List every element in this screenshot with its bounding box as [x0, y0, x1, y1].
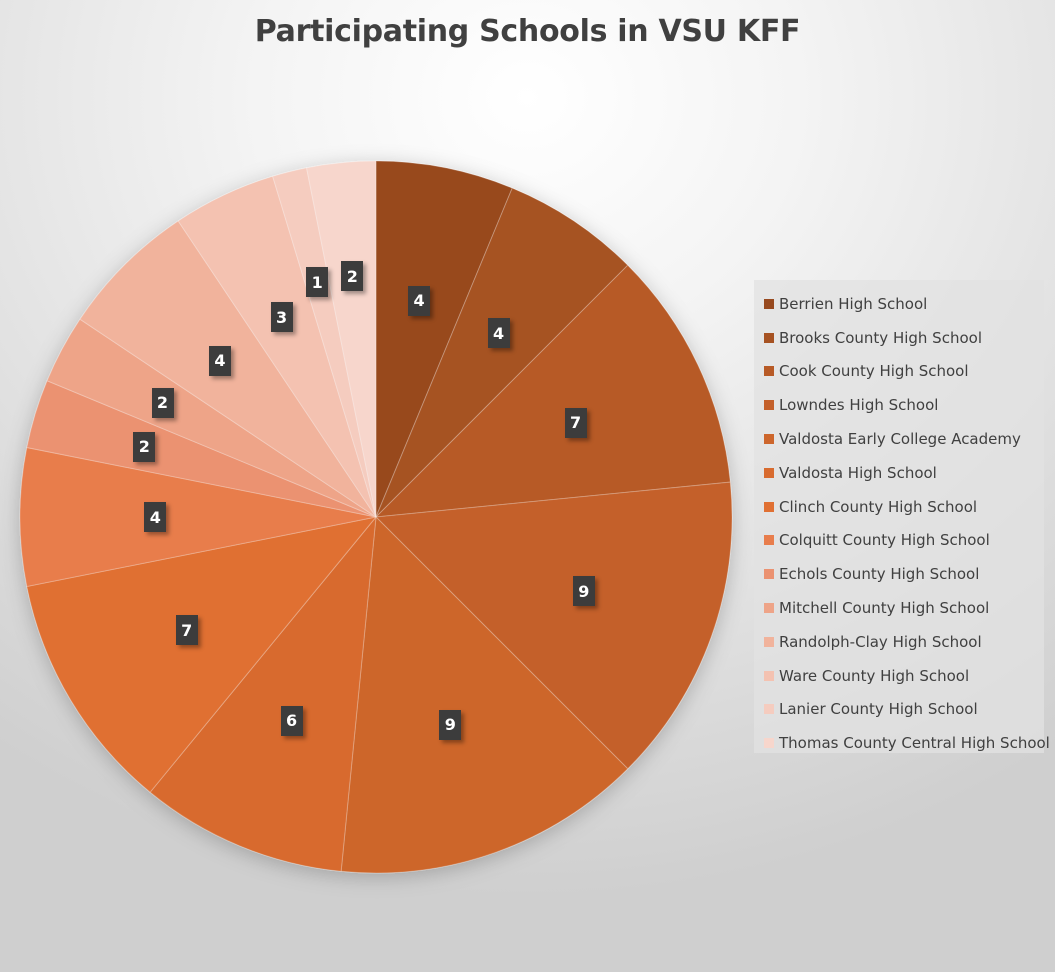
- legend-swatch-icon: [764, 738, 774, 749]
- pie-slice: [305, 160, 377, 518]
- legend-label: Cook County High School: [779, 362, 969, 381]
- legend-item: Thomas County Central High School: [754, 726, 1050, 760]
- legend-item: Colquitt County High School: [754, 524, 1044, 558]
- data-label: 4: [487, 318, 510, 349]
- pie-slice: [374, 264, 731, 518]
- legend-item: Ware County High School: [754, 659, 1044, 693]
- legend-item: Clinch County High School: [754, 490, 1044, 524]
- pie-slice: [149, 515, 377, 872]
- data-label: 2: [341, 261, 364, 292]
- legend-label: Colquitt County High School: [779, 531, 990, 550]
- pie-slice: [374, 481, 733, 770]
- legend-swatch-icon: [764, 467, 774, 478]
- legend-item: Lanier County High School: [754, 693, 1044, 727]
- legend-item: Lowndes High School: [754, 388, 1044, 422]
- legend-swatch-icon: [764, 366, 774, 377]
- legend-swatch-icon: [764, 636, 774, 647]
- pie-slice: [375, 160, 513, 518]
- data-label: 2: [133, 431, 156, 462]
- legend-swatch-icon: [764, 501, 774, 512]
- data-label: 4: [208, 345, 231, 376]
- legend-swatch-icon: [764, 569, 774, 580]
- legend-label: Lanier County High School: [779, 700, 978, 719]
- data-label: 2: [151, 387, 174, 418]
- data-label: 4: [408, 285, 431, 316]
- legend-label: Thomas County Central High School: [779, 734, 1050, 753]
- legend-item: Mitchell County High School: [754, 591, 1044, 625]
- legend-label: Brooks County High School: [779, 328, 982, 347]
- legend-label: Lowndes High School: [779, 396, 939, 415]
- legend: Berrien High School Brooks County High Sc…: [754, 280, 1050, 753]
- legend-item: Echols County High School: [754, 557, 1044, 591]
- chart-title: Participating Schools in VSU KFF: [254, 14, 801, 49]
- pie-slice: [375, 187, 629, 518]
- legend-swatch-icon: [764, 670, 774, 681]
- legend-swatch-icon: [764, 535, 774, 546]
- legend-label: Randolph-Clay High School: [779, 632, 982, 651]
- legend-swatch-icon: [764, 603, 774, 614]
- legend-label: Ware County High School: [779, 666, 970, 685]
- legend-item: Valdosta Early College Academy: [754, 422, 1044, 456]
- data-label: 9: [439, 709, 462, 740]
- data-label: 7: [175, 615, 198, 646]
- data-label: 1: [306, 267, 329, 298]
- data-label: 4: [144, 502, 167, 532]
- data-label: 7: [564, 407, 587, 438]
- legend-swatch-icon: [764, 298, 774, 309]
- legend-item: Cook County High School: [754, 355, 1044, 389]
- legend-swatch-icon: [764, 332, 774, 343]
- pie-slice: [340, 515, 629, 874]
- legend-item: Berrien High School: [754, 287, 1044, 321]
- data-label: 3: [270, 302, 293, 333]
- legend-item: Randolph-Clay High School: [754, 625, 1044, 659]
- legend-label: Mitchell County High School: [779, 599, 990, 618]
- legend-label: Echols County High School: [779, 565, 980, 584]
- data-label: 6: [280, 705, 303, 736]
- pie-slice: [19, 446, 377, 588]
- legend-label: Valdosta High School: [779, 463, 937, 482]
- legend-label: Clinch County High School: [779, 497, 978, 516]
- pie-slice: [26, 516, 378, 793]
- legend-swatch-icon: [764, 704, 774, 715]
- data-label: 9: [572, 576, 595, 607]
- legend-swatch-icon: [764, 434, 774, 445]
- legend-label: Valdosta Early College Academy: [779, 430, 1021, 449]
- legend-item: Valdosta High School: [754, 456, 1044, 490]
- legend-swatch-icon: [764, 400, 774, 411]
- legend-item: Brooks County High School: [754, 321, 1044, 355]
- legend-label: Berrien High School: [779, 294, 928, 313]
